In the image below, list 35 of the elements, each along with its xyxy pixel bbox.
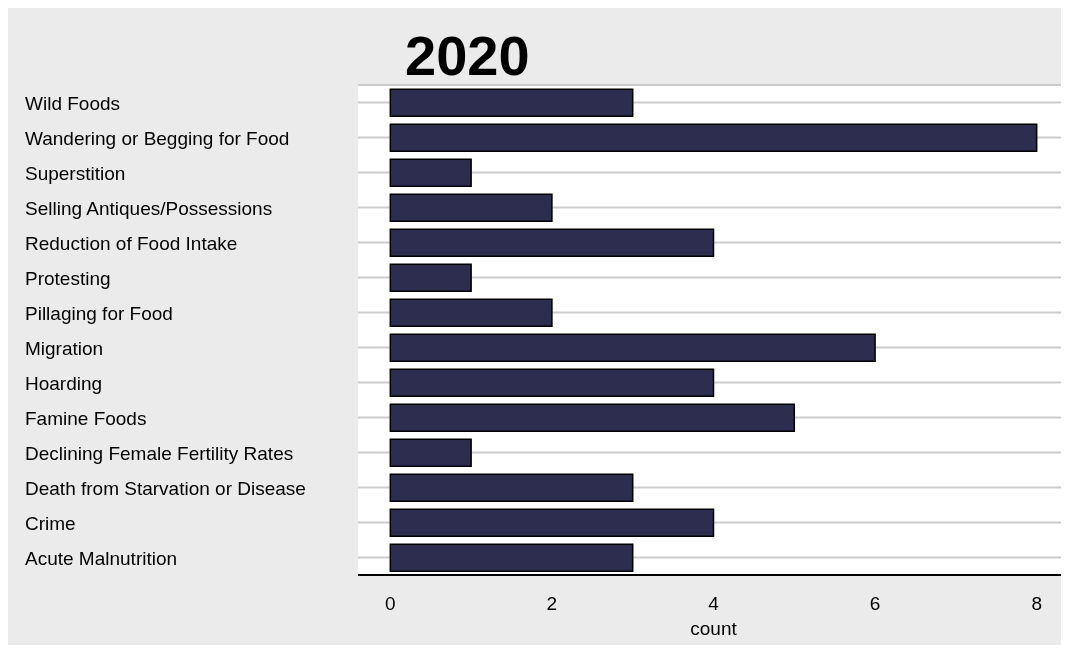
y-tick-label: Pillaging for Food <box>25 302 173 324</box>
bar <box>389 403 796 432</box>
y-tick-label: Acute Malnutrition <box>25 547 178 569</box>
y-tick-label: Hoarding <box>25 372 103 394</box>
y-tick-label: Protesting <box>25 267 111 289</box>
y-tick-label: Migration <box>25 337 104 359</box>
x-tick-label: 2 <box>546 593 558 615</box>
bar <box>389 543 634 572</box>
x-axis-title: count <box>690 618 738 639</box>
y-tick-label: Superstition <box>25 162 126 184</box>
y-tick-label: Wild Foods <box>25 92 121 114</box>
y-tick-label: Wandering or Begging for Food <box>25 127 290 149</box>
bar <box>389 333 876 362</box>
y-tick-label: Famine Foods <box>25 407 147 429</box>
x-tick-label: 6 <box>869 593 881 615</box>
x-tick-label: 0 <box>385 593 396 615</box>
y-tick-label: Selling Antiques/Possessions <box>25 197 273 219</box>
bar <box>389 508 715 537</box>
y-tick-label: Declining Female Fertility Rates <box>25 442 294 464</box>
chart-title: 2020 <box>405 24 530 87</box>
bar <box>389 193 553 222</box>
y-tick-label: Death from Starvation or Disease <box>25 477 306 499</box>
bar <box>389 298 553 327</box>
bar <box>389 438 472 467</box>
y-tick-label: Reduction of Food Intake <box>25 232 238 254</box>
bar <box>389 158 472 187</box>
bar <box>389 368 715 397</box>
x-tick-label: 8 <box>1031 593 1042 615</box>
bar <box>389 123 1038 152</box>
bar <box>389 473 634 502</box>
bar <box>389 88 634 117</box>
y-tick-label: Crime <box>25 512 76 534</box>
x-tick-label: 4 <box>708 593 720 615</box>
bar <box>389 228 715 257</box>
bar <box>389 263 472 292</box>
